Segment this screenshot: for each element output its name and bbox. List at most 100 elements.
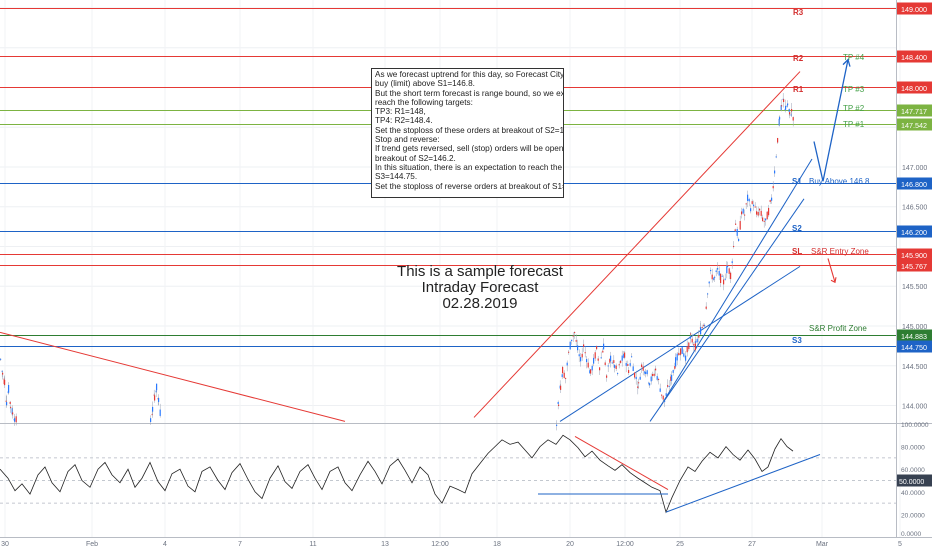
forecast-arrow [813, 59, 849, 182]
price-tag [897, 104, 932, 117]
candle-body [779, 117, 781, 120]
candle-body [680, 348, 682, 355]
candle-body [563, 372, 565, 378]
x-axis-tick-label: 27 [748, 541, 756, 548]
oscillator-trend-line [574, 435, 669, 490]
oscillator-value-label: 50.0000 [899, 479, 924, 486]
x-axis-tick-label: 12:00 [431, 541, 449, 548]
candle-body [730, 272, 732, 280]
candle-body [695, 341, 697, 343]
level-label: Buy Above 146.8 [809, 177, 870, 186]
candle-body [713, 277, 715, 280]
candle-body [637, 386, 639, 388]
candle-body [150, 418, 152, 422]
candle-body [688, 342, 690, 350]
candle-body [704, 325, 706, 327]
level-label: TP #2 [843, 104, 865, 113]
candle-body [738, 238, 740, 242]
candle-body [714, 276, 716, 278]
candle-body [604, 362, 606, 365]
candle-body [724, 278, 726, 280]
candle-body [689, 336, 691, 339]
candle-body [790, 114, 792, 116]
candle-body [778, 118, 780, 126]
candle-body [635, 376, 637, 380]
candle-body [560, 385, 562, 390]
candle-body [762, 217, 764, 221]
candle-body [700, 327, 702, 335]
candle-body [707, 293, 709, 295]
candle-body [756, 211, 758, 215]
candle-body [763, 220, 765, 222]
candle-body [8, 384, 10, 393]
candle-body [676, 353, 678, 361]
candle-body [615, 365, 617, 369]
candle-body [690, 333, 692, 335]
level-label: SL [792, 247, 802, 256]
candle-body [708, 281, 710, 284]
price-tag [897, 2, 932, 15]
candle-body [153, 394, 155, 396]
candle-body [668, 385, 670, 387]
candle-body [742, 208, 744, 214]
candle-body [152, 406, 154, 412]
candle-body [1, 370, 3, 372]
candle-body [723, 279, 725, 285]
candle-body [609, 358, 611, 363]
candle-body [693, 344, 695, 346]
candle-body [611, 362, 613, 364]
price-axis-tick-label: 144.000 [902, 404, 927, 411]
candle-body [659, 388, 661, 392]
price-tag-label: 147.717 [901, 107, 927, 116]
candle-body [590, 369, 592, 374]
candle-body [587, 362, 589, 368]
candle-body [664, 401, 666, 403]
candle-body [644, 371, 646, 374]
x-axis-tick-label: 5 [898, 541, 902, 548]
candle-body [9, 401, 11, 404]
oscillator-axis-tick-label: 100.0000 [901, 422, 929, 429]
candle-body [578, 354, 580, 357]
candle-body [10, 406, 12, 408]
level-label: TP #4 [843, 53, 865, 62]
level-label: R3 [793, 8, 804, 17]
candle-body [788, 109, 790, 112]
price-axis-tick-label: 146.500 [902, 205, 927, 212]
candle-body [750, 208, 752, 212]
candle-body [780, 105, 782, 110]
oscillator-axis-tick-label: 80.0000 [901, 445, 925, 452]
trend-line [659, 158, 813, 408]
candle-body [747, 194, 749, 201]
level-label: S&R Profit Zone [809, 324, 867, 333]
candle-body [678, 352, 680, 356]
x-axis-tick-label: 30 [1, 541, 9, 548]
candle-body [760, 210, 762, 216]
forecast-note-line: TP3: R1=148, [375, 107, 426, 117]
candle-body [558, 404, 560, 406]
price-tag-label: 146.200 [901, 228, 927, 237]
candle-body [674, 366, 676, 369]
candle-body [735, 223, 737, 225]
candle-body [655, 368, 657, 371]
x-axis-tick-label: 12:00 [616, 541, 634, 548]
candle-body [652, 373, 654, 377]
price-tag [897, 248, 932, 261]
price-tag-label: 149.000 [901, 5, 927, 14]
price-tag-label: 147.542 [901, 121, 927, 130]
x-axis-tick-label: 20 [566, 541, 574, 548]
price-axis-tick-label: 144.500 [902, 364, 927, 371]
chart-title-line: This is a sample forecast [397, 263, 563, 280]
candle-body [574, 332, 576, 334]
candle-body [772, 186, 774, 189]
candle-body [777, 138, 779, 143]
candle-body [774, 170, 776, 174]
candle-body [721, 275, 723, 277]
candle-body [671, 374, 673, 381]
candle-body [159, 409, 161, 416]
candle-body [151, 414, 153, 416]
forecast-note-box: As we forecast uptrend for this day, so … [371, 68, 564, 198]
level-label: S1 [792, 177, 802, 186]
candle-body [565, 377, 567, 379]
candle-body [734, 229, 736, 231]
trend-line [559, 265, 801, 422]
